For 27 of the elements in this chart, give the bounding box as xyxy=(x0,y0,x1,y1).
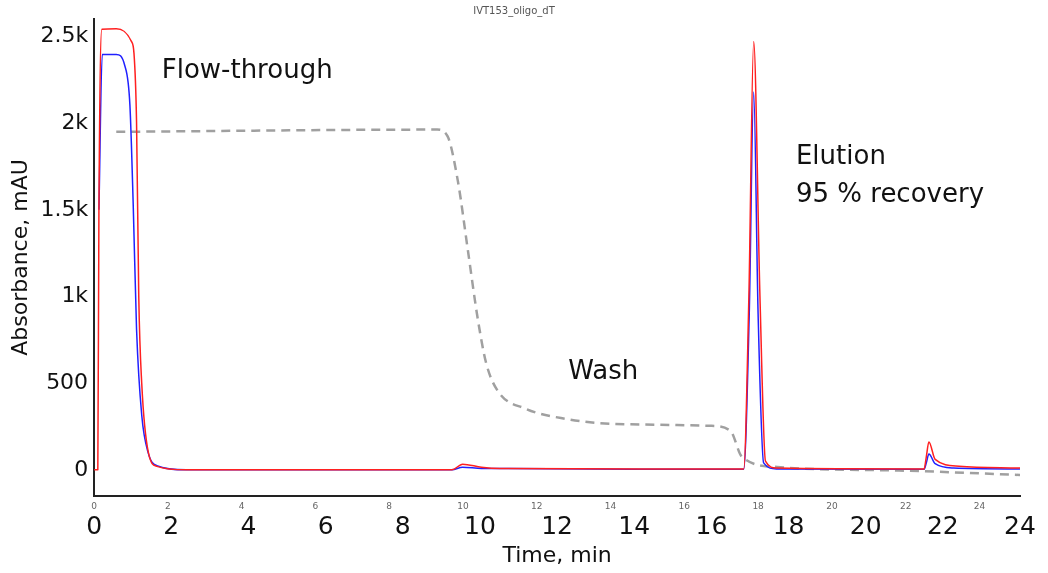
x-tick-label: 14 xyxy=(604,500,617,511)
x-tick-label: 10 xyxy=(457,500,469,511)
annotation: Elution xyxy=(795,140,886,171)
y-axis-title: Absorbance, mAU xyxy=(6,159,32,356)
y-tick-label: 1k xyxy=(61,282,89,308)
x-tick-label: 20 xyxy=(826,500,838,511)
y-tick-label: 1.5k xyxy=(40,195,89,221)
x-tick-label: 6 xyxy=(312,500,319,511)
x-tick-label: 12 xyxy=(531,500,543,511)
x-axis-title: Time, min xyxy=(501,541,612,567)
x-tick-label: 18 xyxy=(752,500,765,511)
x-tick-label: 0 xyxy=(91,500,98,511)
x-tick-label: 24 xyxy=(973,500,986,511)
x-tick-label: 2 xyxy=(165,500,171,511)
annotation: Wash xyxy=(568,354,639,385)
chart-title: IVT153_oligo_dT xyxy=(473,4,556,17)
annotation: Flow-through xyxy=(161,54,333,85)
x-tick-label: 8 xyxy=(386,500,393,511)
line-series xyxy=(115,128,1020,477)
y-tick-label: 2k xyxy=(61,108,89,134)
x-tick-label: 4 xyxy=(238,500,245,511)
x-tick-label: 22 xyxy=(899,500,912,511)
y-tick-label: 2.5k xyxy=(40,22,89,48)
x-tick-label: 16 xyxy=(678,500,691,511)
y-tick-label: 0 xyxy=(74,455,89,481)
y-tick-label: 500 xyxy=(46,368,89,394)
annotation: 95 % recovery xyxy=(795,178,985,209)
